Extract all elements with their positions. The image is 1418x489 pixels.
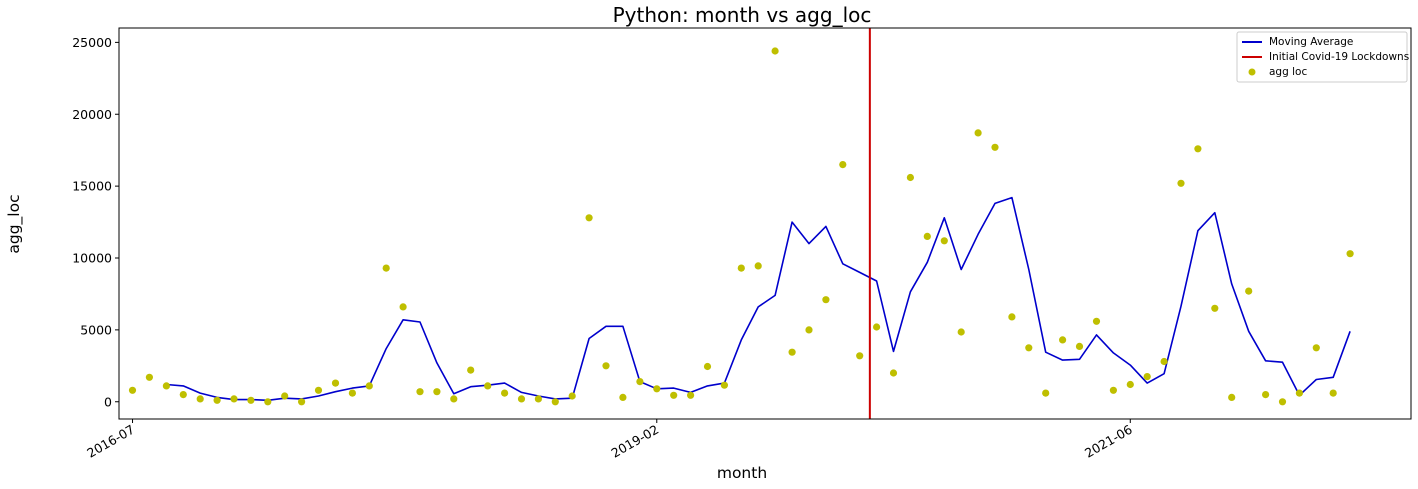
legend-marker-agg-loc (1248, 68, 1256, 76)
y-tick-label: 25000 (72, 35, 112, 50)
scatter-point-agg-loc (856, 352, 864, 360)
x-axis-label: month (717, 464, 767, 482)
scatter-point-agg-loc (788, 348, 796, 356)
scatter-point-agg-loc (619, 393, 627, 401)
scatter-point-agg-loc (889, 369, 898, 377)
scatter-point-agg-loc (551, 398, 559, 406)
legend-label-agg-loc: agg loc (1269, 66, 1307, 78)
scatter-point-agg-loc (162, 382, 170, 390)
series-line-moving-average (166, 196, 1351, 402)
scatter-point-agg-loc (467, 366, 475, 374)
scatter-point-agg-loc (348, 389, 356, 397)
scatter-point-agg-loc (331, 379, 340, 387)
scatter-point-agg-loc (1092, 317, 1101, 325)
scatter-point-agg-loc (1228, 393, 1236, 401)
y-tick-label: 0 (104, 394, 112, 409)
scatter-point-agg-loc (636, 378, 644, 386)
scatter-point-agg-loc (873, 323, 881, 331)
legend: Moving Average Initial Covid-19 Lockdown… (1236, 31, 1409, 83)
scatter-point-agg-loc (822, 296, 830, 304)
plot-frame (118, 27, 1412, 420)
scatter-point-agg-loc (974, 129, 982, 137)
scatter-point-agg-loc (754, 262, 762, 270)
scatter-point-agg-loc (1211, 304, 1219, 312)
scatter-point-agg-loc (517, 395, 526, 403)
scatter-point-agg-loc (1346, 250, 1354, 258)
legend-label-moving-average: Moving Average (1269, 36, 1353, 48)
legend-box (1236, 31, 1408, 83)
scatter-point-agg-loc (230, 395, 238, 403)
legend-label-covid: Initial Covid-19 Lockdowns (1269, 51, 1409, 63)
scatter-point-agg-loc (1042, 389, 1050, 397)
scatter-point-agg-loc (145, 373, 153, 381)
scatter-point-agg-loc (805, 326, 813, 334)
scatter-point-agg-loc (433, 388, 441, 396)
scatter-point-agg-loc (1177, 179, 1185, 187)
scatter-point-agg-loc (264, 398, 272, 406)
scatter-point-agg-loc (906, 173, 915, 182)
scatter-point-agg-loc (585, 214, 593, 222)
scatter-point-agg-loc (213, 396, 221, 404)
scatter-point-agg-loc (923, 232, 931, 240)
y-tick-label: 5000 (80, 322, 112, 337)
scatter-point-agg-loc (501, 389, 509, 397)
scatter-point-agg-loc (1262, 391, 1270, 399)
y-tick-label: 15000 (72, 179, 112, 194)
scatter-point-agg-loc (1109, 386, 1117, 394)
scatter-point-agg-loc (957, 328, 965, 336)
scatter-point-agg-loc (1312, 344, 1320, 352)
scatter-point-agg-loc (703, 362, 712, 371)
y-axis-label: agg_loc (5, 194, 24, 253)
scatter-point-agg-loc (737, 264, 745, 272)
scatter-point-agg-loc (1075, 342, 1084, 350)
scatter-point-agg-loc (991, 143, 999, 151)
scatter-point-agg-loc (1059, 336, 1067, 344)
scatter-point-agg-loc (1295, 389, 1303, 397)
scatter-point-agg-loc (365, 382, 373, 390)
chart-title: Python: month vs agg_loc (613, 3, 872, 27)
scatter-point-agg-loc (1008, 313, 1016, 321)
scatter-point-agg-loc (1245, 287, 1253, 295)
scatter-point-agg-loc (1160, 357, 1168, 366)
y-axis: 0 5000 10000 15000 20000 25000 (72, 35, 119, 409)
scatter-point-agg-loc (399, 303, 407, 311)
scatter-point-agg-loc (196, 395, 204, 403)
scatter-point-agg-loc (1194, 145, 1202, 153)
scatter-point-agg-loc (771, 47, 779, 55)
y-tick-label: 20000 (72, 107, 112, 122)
scatter-point-agg-loc (940, 237, 948, 245)
scatter-point-agg-loc (298, 398, 306, 406)
scatter-point-agg-loc (687, 391, 695, 399)
scatter-point-agg-loc (1329, 389, 1337, 397)
scatter-point-agg-loc (1126, 380, 1134, 389)
scatter-point-agg-loc (281, 392, 289, 400)
scatter-point-agg-loc (839, 161, 847, 169)
scatter-point-agg-loc (653, 385, 661, 393)
scatter-point-agg-loc (568, 392, 576, 400)
scatter-point-agg-loc (720, 381, 729, 389)
scatter-point-agg-loc (247, 396, 255, 404)
y-tick-label: 10000 (72, 251, 112, 266)
plot-area (128, 28, 1354, 419)
scatter-point-agg-loc (450, 395, 458, 403)
scatter-point-agg-loc (179, 391, 187, 399)
scatter-point-agg-loc (602, 362, 610, 370)
scatter-point-agg-loc (534, 395, 543, 403)
scatter-point-agg-loc (484, 382, 492, 390)
scatter-point-agg-loc (1025, 344, 1033, 352)
scatter-point-agg-loc (1143, 373, 1151, 381)
scatter-point-agg-loc (1278, 398, 1287, 406)
scatter-point-agg-loc (382, 264, 390, 272)
scatter-point-agg-loc (670, 391, 678, 399)
scatter-point-agg-loc (314, 386, 323, 394)
scatter-point-agg-loc (128, 386, 137, 394)
scatter-point-agg-loc (416, 388, 424, 396)
